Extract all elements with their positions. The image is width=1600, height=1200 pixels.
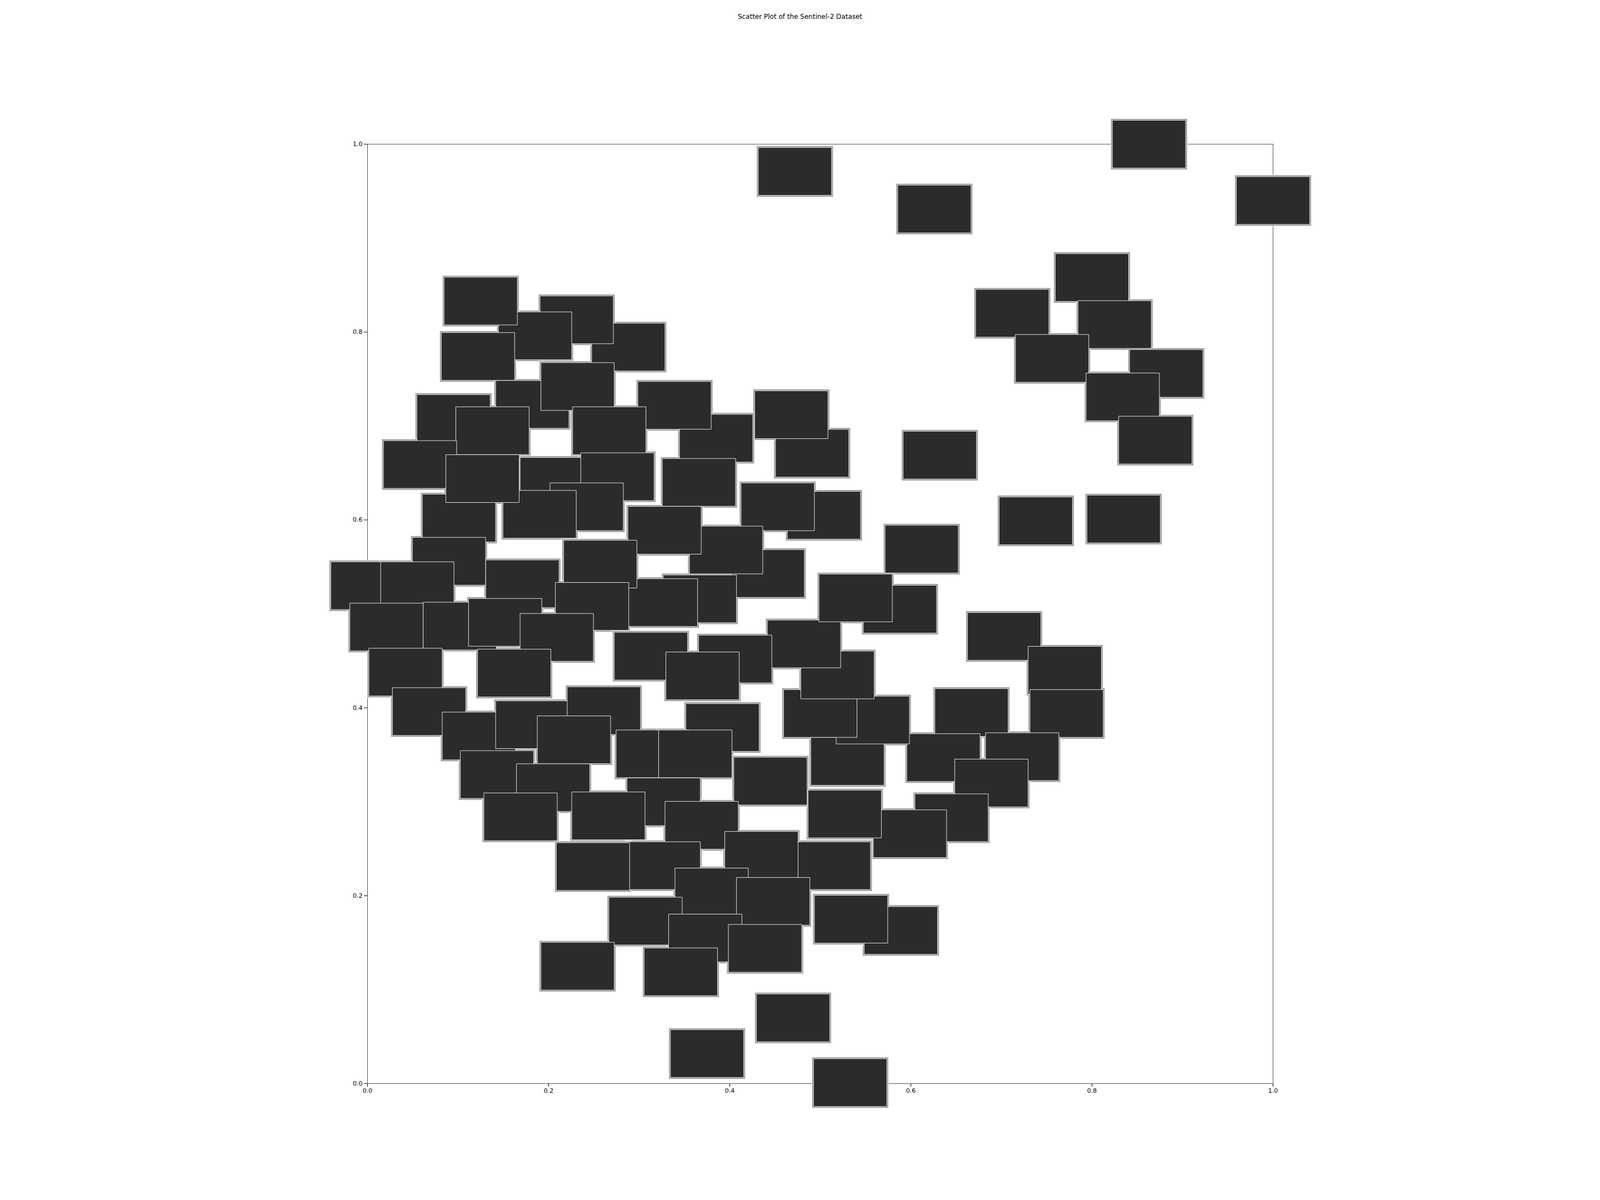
svg-text:1.0: 1.0 — [1268, 1087, 1279, 1095]
svg-text:0.4: 0.4 — [725, 1087, 735, 1095]
svg-text:0.2: 0.2 — [543, 1087, 554, 1095]
svg-text:0.0: 0.0 — [362, 1087, 373, 1095]
svg-text:0.0: 0.0 — [352, 1080, 363, 1088]
svg-text:0.6: 0.6 — [906, 1087, 917, 1095]
svg-text:1.0: 1.0 — [352, 140, 363, 148]
svg-text:0.2: 0.2 — [352, 892, 363, 900]
svg-text:0.4: 0.4 — [352, 704, 363, 712]
svg-text:0.8: 0.8 — [1087, 1087, 1098, 1095]
svg-text:0.6: 0.6 — [352, 516, 363, 524]
html-text:Scatter Plot of the Sentinel-2: Scatter Plot of the Sentinel-2 Dataset — [737, 12, 863, 21]
svg-text:0.8: 0.8 — [352, 328, 363, 336]
